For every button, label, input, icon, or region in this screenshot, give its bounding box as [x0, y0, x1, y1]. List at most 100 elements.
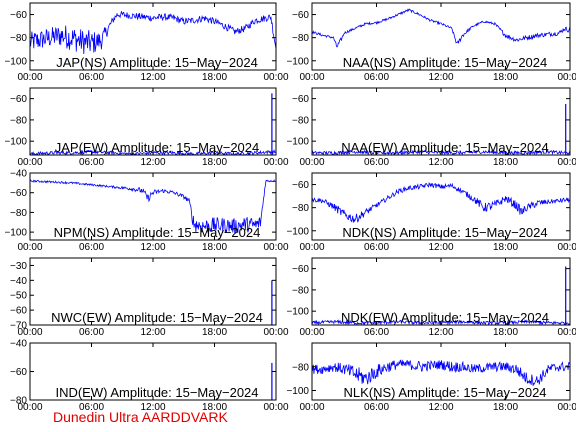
- y-tick-label: −60: [10, 94, 27, 105]
- y-tick-label: −40: [10, 169, 27, 180]
- x-tick-label: 00:00: [263, 327, 288, 338]
- x-tick-label: 18:00: [202, 157, 227, 168]
- x-tick-label: 12:00: [428, 242, 453, 253]
- y-tick-label: −60: [10, 367, 27, 378]
- series-line: [30, 178, 276, 234]
- x-tick-label: 06:00: [79, 242, 104, 253]
- y-tick-label: −100: [4, 228, 27, 239]
- x-tick-label: 18:00: [493, 327, 518, 338]
- x-tick-label: 00:00: [557, 242, 576, 253]
- chart-title: JAP(NS) Amplitude: 15−May−2024: [56, 55, 258, 70]
- chart-title: NAA(NS) Amplitude: 15−May−2024: [343, 55, 548, 70]
- x-tick-label: 06:00: [79, 402, 104, 413]
- chart-title: NAA(EW) Amplitude: 15−May−2024: [341, 140, 548, 155]
- y-tick-label: −60: [292, 180, 309, 191]
- x-tick-label: 00:00: [557, 157, 576, 168]
- chart-title: IND(EW) Amplitude: 15−May−2024: [55, 385, 258, 400]
- x-tick-label: 12:00: [428, 327, 453, 338]
- x-tick-label: 00:00: [263, 242, 288, 253]
- chart-title: NDK(NS) Amplitude: 15−May−2024: [342, 225, 547, 240]
- x-tick-label: 18:00: [202, 402, 227, 413]
- x-tick-label: 06:00: [79, 72, 104, 83]
- series-line: [312, 182, 570, 223]
- x-tick-label: 12:00: [428, 72, 453, 83]
- x-tick-label: 00:00: [263, 402, 288, 413]
- y-tick-label: −70: [10, 321, 27, 332]
- y-tick-label: −100: [286, 226, 309, 237]
- y-tick-label: −60: [10, 188, 27, 199]
- x-tick-label: 18:00: [493, 242, 518, 253]
- x-tick-label: 18:00: [493, 72, 518, 83]
- y-tick-label: −30: [10, 261, 27, 272]
- x-tick-label: 12:00: [428, 402, 453, 413]
- chart-panel-8: −100 −80 −60 00:00 06:00 12:00 18:00 00:00 NDK(E…: [286, 257, 576, 338]
- y-tick-label: −100: [286, 386, 309, 397]
- x-tick-label: 18:00: [493, 157, 518, 168]
- x-tick-label: 00:00: [17, 327, 42, 338]
- y-tick-label: −40: [10, 276, 27, 287]
- chart-panel-1: −100 −80 −60 00:00 06:00 12:00 18:00 00:00 JAP(N…: [4, 2, 289, 83]
- chart-panel-4: −100 −80 −60 00:00 06:00 12:00 18:00 00:00 NAA(E…: [286, 87, 576, 168]
- x-tick-label: 12:00: [140, 72, 165, 83]
- y-tick-label: −80: [292, 362, 309, 373]
- x-tick-label: 12:00: [140, 327, 165, 338]
- y-tick-label: −100: [286, 137, 309, 148]
- y-tick-label: −60: [10, 306, 27, 317]
- chart-title: NPM(NS) Amplitude: 15−May−2024: [54, 225, 261, 240]
- x-tick-label: 18:00: [493, 402, 518, 413]
- x-tick-label: 06:00: [364, 72, 389, 83]
- y-tick-label: −100: [286, 56, 309, 67]
- x-tick-label: 06:00: [79, 157, 104, 168]
- x-tick-label: 06:00: [364, 242, 389, 253]
- footer-label: Dunedin Ultra AARDDVARK: [53, 409, 228, 425]
- series-line: [312, 359, 570, 386]
- chart-panel-6: −100 −80 −60 00:00 06:00 12:00 18:00 00:00 NDK(N…: [286, 172, 576, 253]
- x-tick-label: 00:00: [17, 72, 42, 83]
- x-tick-label: 00:00: [17, 402, 42, 413]
- x-tick-label: 00:00: [263, 72, 288, 83]
- series-line: [30, 11, 276, 55]
- y-tick-label: −100: [4, 56, 27, 67]
- x-tick-label: 00:00: [17, 157, 42, 168]
- chart-title: NDK(EW) Amplitude: 15−May−2024: [341, 310, 549, 325]
- y-tick-label: −80: [292, 33, 309, 44]
- chart-title: NWC(EW) Amplitude: 15−May−2024: [51, 310, 263, 325]
- series-line: [312, 8, 570, 48]
- x-tick-label: 12:00: [428, 157, 453, 168]
- chart-title: JAP(EW) Amplitude: 15−May−2024: [55, 140, 260, 155]
- y-tick-label: −80: [292, 115, 309, 126]
- y-tick-label: −80: [10, 208, 27, 219]
- x-tick-label: 12:00: [140, 242, 165, 253]
- y-tick-label: −100: [286, 307, 309, 318]
- x-tick-label: 00:00: [299, 402, 324, 413]
- x-tick-label: 18:00: [202, 72, 227, 83]
- x-tick-label: 06:00: [79, 327, 104, 338]
- x-tick-label: 18:00: [202, 242, 227, 253]
- y-tick-label: −80: [10, 115, 27, 126]
- y-tick-label: −100: [4, 137, 27, 148]
- y-tick-label: −50: [10, 291, 27, 302]
- y-tick-label: −80: [10, 396, 27, 407]
- x-tick-label: 06:00: [364, 157, 389, 168]
- chart-panel-10: −100 −80 00:00 06:00 12:00 18:00 00:00 NLK(NS) …: [286, 342, 576, 413]
- y-tick-label: −60: [10, 10, 27, 21]
- x-tick-label: 00:00: [299, 327, 324, 338]
- y-tick-label: −80: [292, 203, 309, 214]
- x-tick-label: 12:00: [140, 157, 165, 168]
- x-tick-label: 18:00: [202, 327, 227, 338]
- x-tick-label: 00:00: [299, 242, 324, 253]
- x-tick-label: 00:00: [557, 402, 576, 413]
- y-tick-label: −60: [292, 94, 309, 105]
- x-tick-label: 00:00: [557, 72, 576, 83]
- y-tick-label: −60: [292, 264, 309, 275]
- chart-title: NLK(NS) Amplitude: 15−May−2024: [343, 385, 546, 400]
- y-tick-label: −40: [10, 339, 27, 350]
- chart-panel-7: −70 −60 −50 −40 −30 00:00 06:00 12:00 18:00 00:00…: [10, 257, 289, 338]
- x-tick-label: 00:00: [299, 157, 324, 168]
- x-tick-label: 00:00: [263, 157, 288, 168]
- x-tick-label: 00:00: [557, 327, 576, 338]
- chart-panel-9: −80 −60 −40 00:00 06:00 12:00 18:00 00:00 IND(EW…: [10, 339, 289, 414]
